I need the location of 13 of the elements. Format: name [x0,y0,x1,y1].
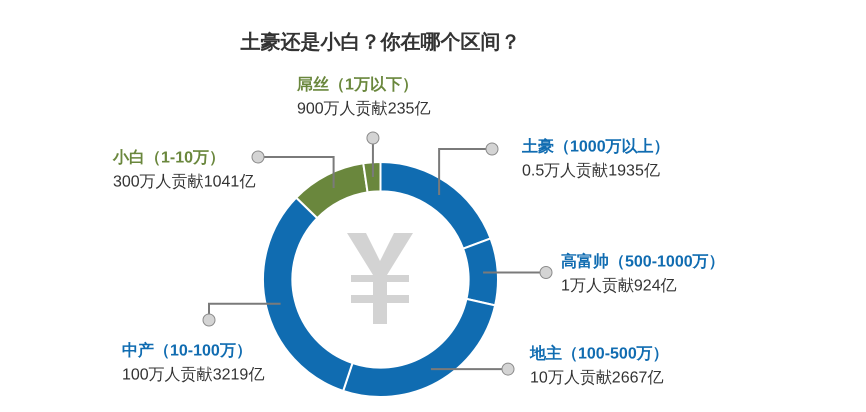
chart-title: 土豪还是小白？你在哪个区间？ [240,30,520,54]
data-label: 0.5万人贡献1935亿 [522,161,660,180]
slice-label: 中产（10-100万） [122,341,252,360]
slice-label: 屌丝（1万以下） [296,75,418,94]
data-label: 900万人贡献235亿 [297,99,430,118]
data-label: 300万人贡献1041亿 [113,172,256,190]
data-label: 1万人贡献924亿 [561,276,677,294]
slice-label: 小白（1-10万） [112,148,226,166]
data-label: 10万人贡献2667亿 [530,368,664,386]
slice-label: 地主（100-500万） [529,343,669,362]
data-label: 100万人贡献3219亿 [122,365,264,384]
slice-label: 高富帅（500-1000万） [561,251,725,270]
slice-label: 土豪（1000万以上） [521,137,670,156]
